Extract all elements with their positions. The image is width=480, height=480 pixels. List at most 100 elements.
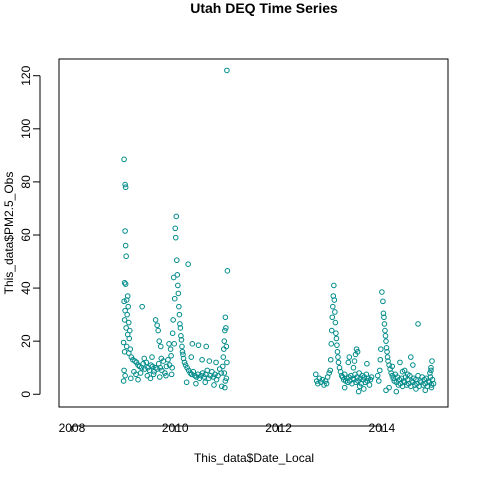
x-tick-label: 2012 [265, 421, 292, 435]
x-tick-label: 2008 [59, 421, 86, 435]
data-point [218, 383, 225, 390]
data-point [327, 367, 334, 374]
data-point [384, 354, 391, 360]
data-point [163, 372, 169, 379]
data-point [175, 290, 182, 297]
chart-title: Utah DEQ Time Series [190, 0, 338, 16]
data-point [382, 327, 388, 334]
data-point [171, 295, 178, 302]
data-point [166, 341, 172, 347]
data-point [224, 268, 231, 274]
data-point [389, 363, 396, 370]
data-point [374, 372, 381, 379]
data-point [366, 382, 373, 388]
data-point [178, 337, 185, 343]
data-point [383, 345, 390, 351]
data-point [223, 375, 230, 382]
x-tick-label: 2014 [369, 421, 396, 435]
data-point [223, 325, 229, 331]
data-point [333, 330, 339, 337]
data-point [222, 384, 228, 391]
data-point [213, 359, 219, 366]
data-point [125, 350, 132, 356]
data-point [176, 303, 182, 310]
data-point [121, 279, 128, 286]
data-point [125, 319, 132, 326]
data-point [375, 378, 382, 384]
data-point [173, 213, 180, 220]
data-point [169, 330, 176, 337]
data-point [360, 386, 367, 392]
data-point [399, 368, 406, 375]
data-point [335, 354, 341, 360]
data-point [415, 321, 421, 327]
data-point [187, 370, 194, 376]
data-point [211, 382, 217, 388]
data-point [123, 325, 129, 331]
data-point [389, 372, 396, 379]
x-tick-label: 2010 [162, 421, 189, 435]
data-point [222, 327, 228, 334]
plot-box [58, 58, 449, 408]
data-point [224, 67, 230, 74]
data-point [334, 348, 341, 355]
y-tick-label: 120 [19, 65, 33, 85]
y-tick-label: 20 [19, 334, 33, 348]
data-point [367, 376, 374, 383]
data-point [346, 354, 353, 360]
data-point [341, 384, 348, 391]
data-point [212, 371, 218, 378]
data-point [124, 293, 131, 299]
data-point [125, 303, 132, 310]
data-point [150, 371, 157, 378]
data-point [204, 367, 211, 374]
data-point [323, 380, 330, 387]
data-point [378, 346, 384, 352]
data-point [139, 303, 145, 310]
data-point [121, 367, 127, 374]
data-point [122, 228, 128, 234]
data-point [380, 310, 387, 317]
data-point [135, 362, 141, 368]
data-point [327, 356, 334, 363]
data-point [328, 327, 335, 334]
data-point [330, 303, 336, 310]
data-point [427, 370, 433, 376]
data-point [132, 358, 138, 364]
data-point [429, 358, 435, 364]
data-point [221, 370, 228, 376]
data-point [334, 342, 340, 348]
data-point [223, 343, 230, 350]
x-axis-label: This_data$Date_Local [194, 451, 314, 465]
data-point [122, 372, 128, 379]
data-point [121, 156, 127, 163]
data-point [221, 338, 228, 344]
data-point [180, 351, 186, 358]
data-point [331, 282, 337, 289]
data-point [332, 319, 339, 326]
data-point [148, 362, 154, 368]
data-point [120, 339, 127, 346]
data-point [158, 355, 165, 362]
data-point [122, 242, 129, 249]
data-point [181, 359, 188, 366]
data-point [152, 317, 159, 323]
data-point [149, 354, 155, 360]
data-point [377, 356, 384, 363]
data-point [350, 364, 357, 371]
data-point [128, 375, 134, 382]
data-point [428, 384, 435, 391]
data-point [312, 371, 319, 378]
data-point [163, 363, 170, 370]
data-point [331, 297, 338, 303]
data-point [137, 370, 144, 376]
data-point [222, 378, 229, 384]
data-point [368, 374, 375, 380]
data-point [220, 354, 227, 360]
data-point [206, 358, 213, 364]
data-point [177, 325, 184, 331]
data-point [121, 317, 128, 323]
data-point [354, 348, 361, 355]
data-point [428, 367, 434, 374]
